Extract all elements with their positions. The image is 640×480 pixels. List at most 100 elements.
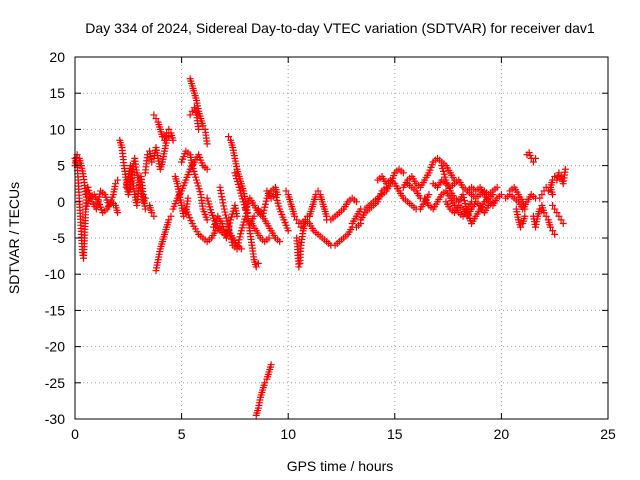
- data-point-marker: [352, 198, 360, 206]
- data-point-marker: [235, 236, 243, 244]
- data-point-marker: [222, 214, 230, 222]
- data-point-marker: [218, 193, 226, 201]
- data-point-marker: [218, 196, 226, 204]
- data-point-marker: [252, 263, 260, 271]
- data-point-marker: [536, 194, 544, 202]
- data-point-marker: [150, 111, 158, 119]
- data-point-marker: [114, 209, 122, 217]
- data-point-marker: [265, 234, 273, 242]
- data-point-marker: [203, 216, 211, 224]
- data-point-marker: [555, 212, 563, 220]
- x-tick-label: 15: [387, 426, 403, 442]
- data-point-marker: [284, 227, 292, 235]
- data-point-marker: [227, 232, 235, 240]
- data-point-marker: [92, 205, 100, 213]
- data-point-marker: [276, 238, 284, 246]
- y-tick-label: -20: [45, 339, 65, 355]
- data-point-marker: [82, 191, 90, 199]
- tick-layer: 0 5 10 15 20 25 -30 -25 -20 -15 -10 -5 0 5 10 15 20: [45, 49, 616, 442]
- y-axis-label: SDTVAR / TECUs: [6, 182, 22, 294]
- data-point-marker: [493, 183, 501, 191]
- x-tick-label: 20: [494, 426, 510, 442]
- data-point-marker: [561, 165, 569, 173]
- data-point-marker: [234, 242, 242, 250]
- y-tick-label: -25: [45, 375, 65, 391]
- data-point-marker: [559, 220, 567, 228]
- y-tick-label: -5: [53, 230, 66, 246]
- data-point-marker: [224, 220, 232, 228]
- data-point-marker: [233, 245, 241, 253]
- data-point-marker: [261, 200, 269, 208]
- chart-title: Day 334 of 2024, Sidereal Day-to-day VTE…: [85, 20, 595, 36]
- data-point-marker: [167, 212, 175, 220]
- data-point-marker: [186, 111, 194, 119]
- data-point-marker: [282, 187, 290, 195]
- data-point-marker: [538, 191, 546, 199]
- data-point-marker: [517, 223, 525, 231]
- data-point-marker: [195, 125, 203, 133]
- data-point-marker: [199, 122, 207, 130]
- data-point-marker: [259, 212, 267, 220]
- data-point-marker: [233, 212, 241, 220]
- data-point-marker: [497, 191, 505, 199]
- data-point-marker: [169, 136, 177, 144]
- data-point-marker: [236, 233, 244, 241]
- data-point-marker: [148, 209, 156, 217]
- data-point-marker: [261, 379, 269, 387]
- data-point-marker: [225, 226, 233, 234]
- data-point-marker: [112, 180, 120, 188]
- data-point-marker: [220, 205, 228, 213]
- data-point-marker: [222, 234, 230, 242]
- x-tick-label: 0: [71, 426, 79, 442]
- data-point-marker: [425, 191, 433, 199]
- data-point-marker: [94, 196, 102, 204]
- data-point-marker: [141, 205, 149, 213]
- data-point-marker: [228, 238, 236, 246]
- data-point-marker: [217, 190, 225, 198]
- data-point-marker: [293, 216, 301, 224]
- data-point-marker: [551, 230, 559, 238]
- data-point-marker: [399, 169, 407, 177]
- data-point-marker: [222, 211, 230, 219]
- data-point-marker: [262, 197, 270, 205]
- data-point-marker: [227, 235, 235, 243]
- data-point-marker: [94, 199, 102, 207]
- data-point-marker: [114, 176, 122, 184]
- data-point-marker: [203, 140, 211, 148]
- data-point-marker: [460, 194, 468, 202]
- data-point-marker: [180, 212, 188, 220]
- x-axis-label: GPS time / hours: [287, 458, 394, 474]
- data-point-marker: [551, 205, 559, 213]
- data-point-marker: [261, 203, 269, 211]
- x-tick-label: 10: [280, 426, 296, 442]
- data-point-marker: [555, 169, 563, 177]
- data-point-marker: [540, 209, 548, 217]
- y-tick-label: -30: [45, 411, 65, 427]
- data-point-marker: [549, 227, 557, 235]
- y-tick-label: 0: [57, 194, 65, 210]
- data-point-marker: [521, 205, 529, 213]
- data-point-marker: [557, 216, 565, 224]
- data-point-marker: [254, 259, 262, 267]
- data-point-marker: [529, 158, 537, 166]
- data-point-marker: [546, 223, 554, 231]
- y-tick-label: 10: [49, 121, 65, 137]
- data-point-marker: [274, 191, 282, 199]
- data-point-marker: [521, 212, 529, 220]
- x-tick-label: 5: [178, 426, 186, 442]
- y-tick-label: 5: [57, 158, 65, 174]
- y-tick-label: -15: [45, 302, 65, 318]
- data-point-marker: [217, 186, 225, 194]
- data-point-marker: [314, 187, 322, 195]
- y-tick-label: 20: [49, 49, 65, 65]
- data-point-marker: [267, 361, 275, 369]
- data-point-marker: [93, 202, 101, 210]
- data-point-marker: [460, 197, 468, 205]
- data-point-marker: [220, 202, 228, 210]
- data-point-marker: [165, 125, 173, 133]
- data-point-marker: [225, 133, 233, 141]
- x-tick-label: 25: [600, 426, 616, 442]
- data-point-marker: [461, 200, 469, 208]
